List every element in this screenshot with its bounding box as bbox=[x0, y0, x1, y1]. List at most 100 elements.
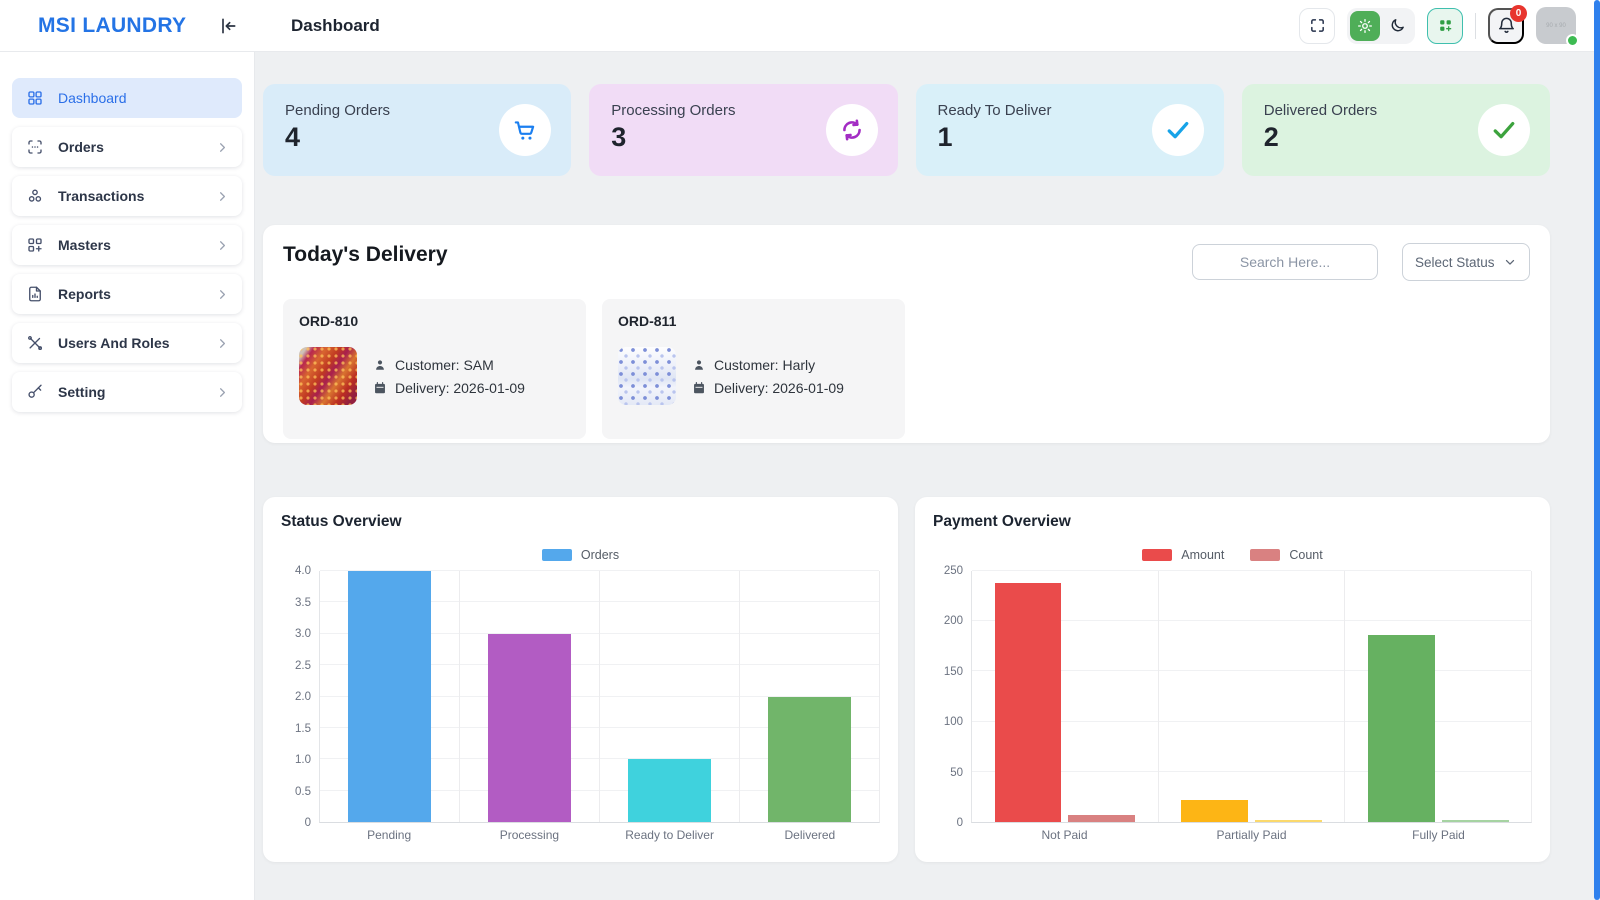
order-customer-line: Customer: Harly bbox=[692, 357, 844, 373]
chevron-right-icon bbox=[215, 385, 230, 400]
legend-label: Count bbox=[1289, 548, 1323, 562]
sidebar: Dashboard Orders Transactions Masters Report… bbox=[0, 52, 255, 900]
stat-icon-circle bbox=[825, 104, 878, 156]
chevron-right-icon bbox=[215, 336, 230, 351]
payment-overview-title: Payment Overview bbox=[933, 513, 1071, 530]
sidebar-item-dashboard[interactable]: Dashboard bbox=[12, 78, 242, 118]
h-gridline bbox=[972, 720, 1531, 722]
chevron-right-icon bbox=[215, 189, 230, 204]
order-customer-line: Customer: SAM bbox=[373, 357, 525, 373]
check-icon bbox=[1164, 116, 1192, 144]
order-delivery-line: Delivery: 2026-01-09 bbox=[692, 380, 844, 396]
calendar-icon bbox=[373, 381, 387, 395]
status-select[interactable]: Select Status bbox=[1402, 243, 1530, 281]
person-icon bbox=[692, 358, 706, 372]
status-overview-chart: Orders 4.0 3.5 3.0 2.5 2.0 1.5 1.0 0.5 0 Pending Pr… bbox=[281, 547, 880, 842]
status-select-value: Select Status bbox=[1415, 254, 1495, 270]
h-gridline bbox=[972, 770, 1531, 772]
y-axis: 4.0 3.5 3.0 2.5 2.0 1.5 1.0 0.5 0 bbox=[281, 565, 319, 829]
setting-icon bbox=[26, 383, 44, 401]
chevron-right-icon bbox=[215, 238, 230, 253]
bar-count-partially-paid bbox=[1255, 820, 1322, 822]
stat-card-ready-to-deliver: Ready To Deliver 1 bbox=[915, 84, 1224, 176]
chevron-right-icon bbox=[215, 140, 230, 155]
delivery-orders-row: ORD-810 Customer: SAM Delivery: 2026-01-09… bbox=[283, 299, 1530, 439]
main-content: Pending Orders 4 Processing Orders 3 Ready T… bbox=[255, 52, 1600, 900]
y-tick-label: 3.0 bbox=[295, 628, 311, 640]
sun-icon bbox=[1357, 18, 1373, 34]
transactions-icon bbox=[26, 187, 44, 205]
x-axis-spacer bbox=[933, 828, 971, 842]
dashboard-icon bbox=[26, 89, 44, 107]
x-axis-labels: Pending Processing Ready to Deliver Deliver… bbox=[319, 828, 880, 842]
sidebar-item-transactions[interactable]: Transactions bbox=[12, 176, 242, 216]
stat-card-delivered-orders: Delivered Orders 2 bbox=[1241, 84, 1550, 176]
delivery-order-card-ord-810[interactable]: ORD-810 Customer: SAM Delivery: 2026-01-09 bbox=[283, 299, 586, 439]
order-customer-text: Customer: SAM bbox=[395, 356, 494, 373]
chart-plot-area bbox=[319, 570, 880, 823]
y-tick-label: 1.5 bbox=[295, 722, 311, 735]
order-delivery-text: Delivery: 2026-01-09 bbox=[714, 379, 844, 396]
page-title: Dashboard bbox=[291, 15, 380, 35]
chart-legend: Amount Count bbox=[933, 547, 1532, 563]
chart-slot-processing bbox=[459, 571, 599, 822]
order-customer-text: Customer: Harly bbox=[714, 356, 816, 373]
bar-orders-pending bbox=[347, 571, 432, 822]
fullscreen-button[interactable] bbox=[1299, 7, 1335, 44]
sync-icon bbox=[839, 117, 865, 143]
y-tick-label: 250 bbox=[943, 565, 963, 577]
header-actions: 0 90 x 90 bbox=[1299, 4, 1600, 47]
y-tick-label: 0 bbox=[304, 817, 311, 829]
sidebar-item-users-and-roles[interactable]: Users And Roles bbox=[12, 323, 242, 363]
sidebar-item-reports[interactable]: Reports bbox=[12, 274, 242, 314]
apps-grid-button[interactable] bbox=[1427, 7, 1463, 44]
dark-mode-button[interactable] bbox=[1382, 11, 1412, 41]
y-tick-label: 3.5 bbox=[295, 596, 311, 609]
chart-legend: Orders bbox=[281, 547, 880, 563]
person-icon bbox=[373, 358, 387, 372]
x-tick-label: Partially Paid bbox=[1216, 828, 1287, 842]
chart-slot-ready-to-deliver bbox=[599, 571, 739, 822]
online-status-dot bbox=[1566, 34, 1579, 47]
payment-overview-chart: Amount Count 250 200 150 100 50 0 Not Paid Partia… bbox=[933, 547, 1532, 842]
order-delivery-line: Delivery: 2026-01-09 bbox=[373, 380, 525, 396]
payment-overview-card: Payment Overview Amount Count 250 200 150 100… bbox=[915, 497, 1550, 862]
stat-card-pending-orders: Pending Orders 4 bbox=[263, 84, 572, 176]
page-scrollbar-thumb[interactable] bbox=[1594, 0, 1600, 900]
sidebar-item-masters[interactable]: Masters bbox=[12, 225, 242, 265]
x-tick-label: Ready to Deliver bbox=[625, 828, 714, 842]
calendar-icon bbox=[692, 381, 706, 395]
stat-card-value: 4 bbox=[285, 122, 301, 152]
x-axis-row: Pending Processing Ready to Deliver Deliver… bbox=[281, 828, 880, 842]
stat-icon-circle bbox=[1151, 104, 1204, 156]
delivery-controls: Select Status bbox=[1192, 243, 1530, 281]
bar-amount-not-paid bbox=[994, 583, 1062, 822]
order-card-body: Customer: Harly Delivery: 2026-01-09 bbox=[618, 347, 889, 405]
y-tick-label: 50 bbox=[950, 766, 963, 779]
x-axis-row: Not Paid Partially Paid Fully Paid bbox=[933, 828, 1532, 842]
chart-slot-pending bbox=[320, 571, 459, 822]
light-mode-button[interactable] bbox=[1350, 10, 1380, 41]
x-axis-labels: Not Paid Partially Paid Fully Paid bbox=[971, 828, 1532, 842]
y-axis: 250 200 150 100 50 0 bbox=[933, 565, 971, 829]
status-overview-title: Status Overview bbox=[281, 513, 402, 530]
orders-icon bbox=[26, 138, 44, 156]
legend-swatch bbox=[1250, 549, 1281, 561]
legend-item-orders: Orders bbox=[541, 548, 619, 562]
sidebar-nav: Dashboard Orders Transactions Masters Report… bbox=[12, 78, 242, 412]
sidebar-item-setting[interactable]: Setting bbox=[12, 372, 242, 412]
search-input[interactable] bbox=[1192, 244, 1378, 280]
stat-card-value: 1 bbox=[937, 122, 953, 152]
y-tick-label: 0 bbox=[956, 817, 963, 829]
notifications-button[interactable]: 0 bbox=[1488, 4, 1527, 44]
collapse-sidebar-button[interactable] bbox=[215, 13, 241, 39]
notification-badge: 0 bbox=[1510, 4, 1527, 22]
delivery-order-card-ord-811[interactable]: ORD-811 Customer: Harly Delivery: 2026-01-… bbox=[602, 299, 905, 439]
user-avatar[interactable]: 90 x 90 bbox=[1536, 7, 1579, 47]
stat-card-label: Ready To Deliver bbox=[937, 102, 1052, 119]
stat-card-processing-orders: Processing Orders 3 bbox=[589, 84, 898, 176]
y-tick-label: 100 bbox=[943, 716, 963, 729]
sidebar-item-orders[interactable]: Orders bbox=[12, 127, 242, 167]
users-roles-icon bbox=[26, 334, 44, 352]
